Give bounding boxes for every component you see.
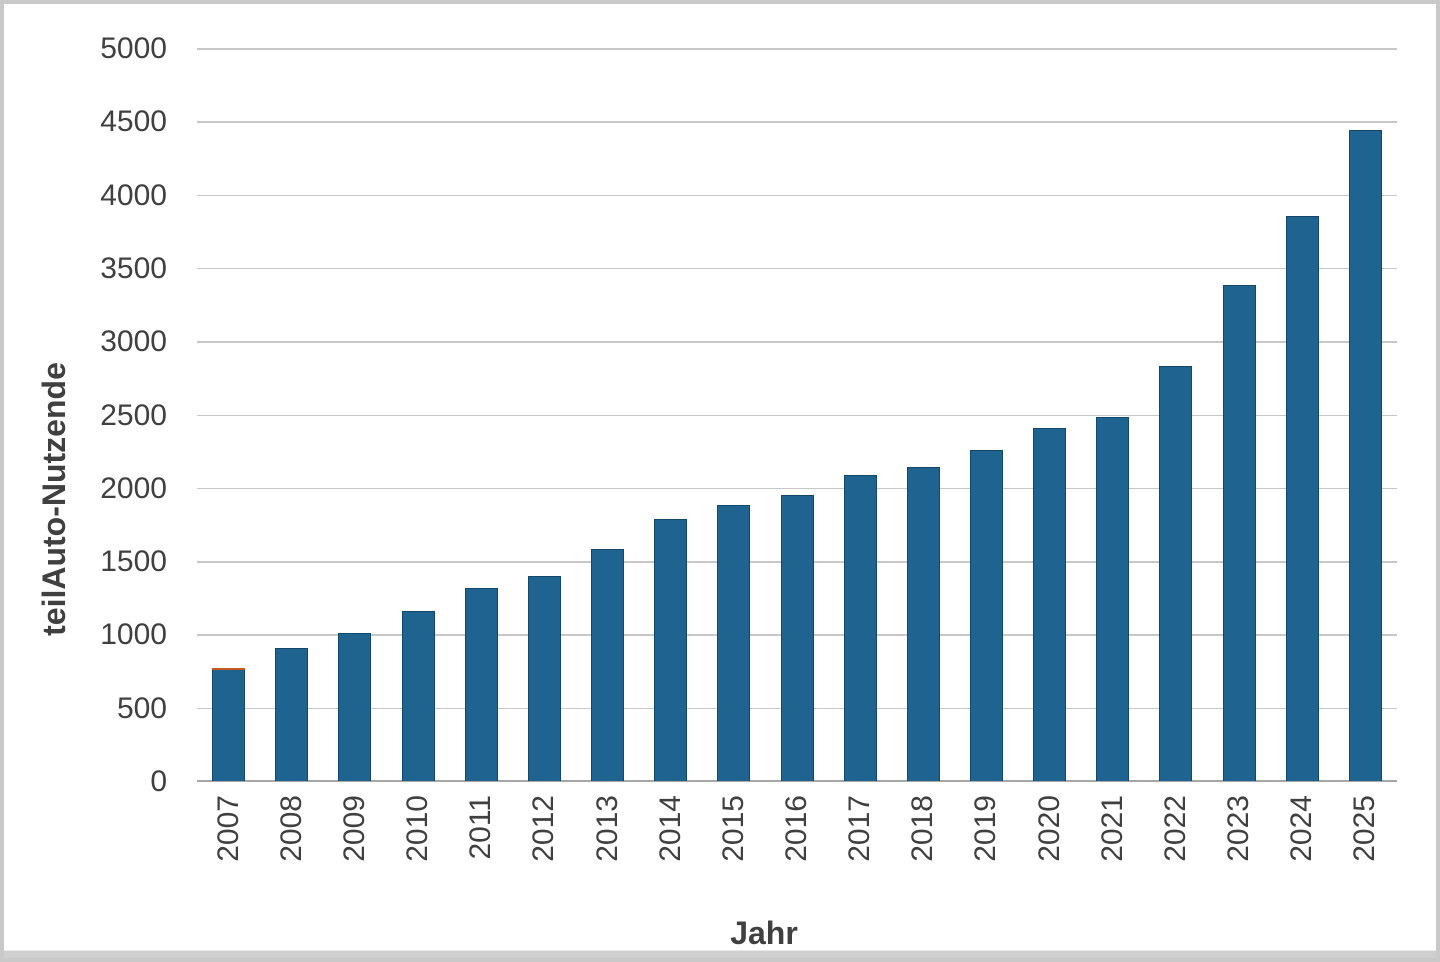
x-tick-label-2015: 2015 (716, 795, 750, 862)
gridline-5000 (197, 48, 1397, 50)
x-tick-label-2010: 2010 (401, 795, 435, 862)
bar-2020 (1033, 427, 1067, 781)
gridline-3000 (197, 341, 1397, 343)
bar-2018 (906, 467, 940, 781)
bar-2009 (338, 632, 372, 781)
y-tick-label-5000: 5000 (100, 32, 167, 65)
gridline-2500 (197, 414, 1397, 416)
bar-2015 (717, 505, 751, 781)
x-tick-label-2018: 2018 (906, 795, 940, 862)
x-tick-label-2022: 2022 (1158, 795, 1192, 862)
y-axis-title: teilAuto-Nutzende (36, 362, 72, 636)
gridline-2000 (197, 487, 1397, 490)
x-tick-label-2011: 2011 (464, 795, 498, 860)
x-tick-label-2008: 2008 (274, 795, 308, 862)
bar-2013 (591, 549, 625, 781)
x-tick-label-2025: 2025 (1348, 795, 1382, 862)
bar-2007 (212, 668, 246, 781)
x-tick-label-2012: 2012 (527, 795, 561, 862)
gridline-4500 (197, 121, 1397, 123)
bar-2010 (401, 610, 435, 781)
x-tick-label-2007: 2007 (211, 795, 245, 862)
y-tick-label-0: 0 (150, 765, 167, 798)
y-tick-label-4000: 4000 (100, 178, 167, 212)
x-tick-label-2020: 2020 (1032, 795, 1066, 862)
x-tick-label-2014: 2014 (653, 795, 687, 862)
bar-2014 (654, 518, 688, 781)
x-axis-line (197, 780, 1397, 782)
bar-2011 (464, 588, 498, 781)
bar-2023 (1222, 285, 1256, 781)
x-tick-label-2013: 2013 (590, 795, 624, 862)
y-tick-label-1000: 1000 (100, 618, 167, 652)
bar-cap-orange-2007 (212, 668, 246, 671)
x-tick-label-2009: 2009 (337, 795, 371, 862)
x-tick-label-2017: 2017 (843, 795, 877, 862)
x-tick-label-2021: 2021 (1095, 795, 1129, 862)
bar-2024 (1285, 215, 1319, 781)
bottom-strip (4, 950, 1436, 958)
bar-2025 (1348, 130, 1382, 781)
y-tick-label-2000: 2000 (100, 471, 167, 505)
y-tick-label-2500: 2500 (100, 398, 167, 432)
bar-2012 (527, 575, 561, 781)
x-tick-label-2024: 2024 (1285, 795, 1319, 862)
x-tick-label-2016: 2016 (780, 795, 813, 862)
y-tick-label-1500: 1500 (100, 545, 167, 579)
y-tick-label-500: 500 (116, 691, 167, 725)
bar-2019 (969, 450, 1003, 781)
y-tick-label-4500: 4500 (100, 105, 167, 139)
bar-2008 (275, 647, 309, 781)
bar-2016 (780, 495, 814, 781)
y-tick-label-3000: 3000 (100, 325, 167, 359)
gridline-4000 (197, 194, 1397, 197)
x-tick-label-2019: 2019 (969, 795, 1003, 862)
y-tick-label-3500: 3500 (100, 251, 167, 285)
gridline-3500 (197, 267, 1397, 270)
x-tick-label-2023: 2023 (1222, 795, 1256, 862)
bar-2022 (1159, 366, 1193, 781)
x-axis-title: Jahr (730, 915, 798, 951)
bar-2017 (843, 474, 877, 781)
bar-2021 (1096, 417, 1130, 781)
